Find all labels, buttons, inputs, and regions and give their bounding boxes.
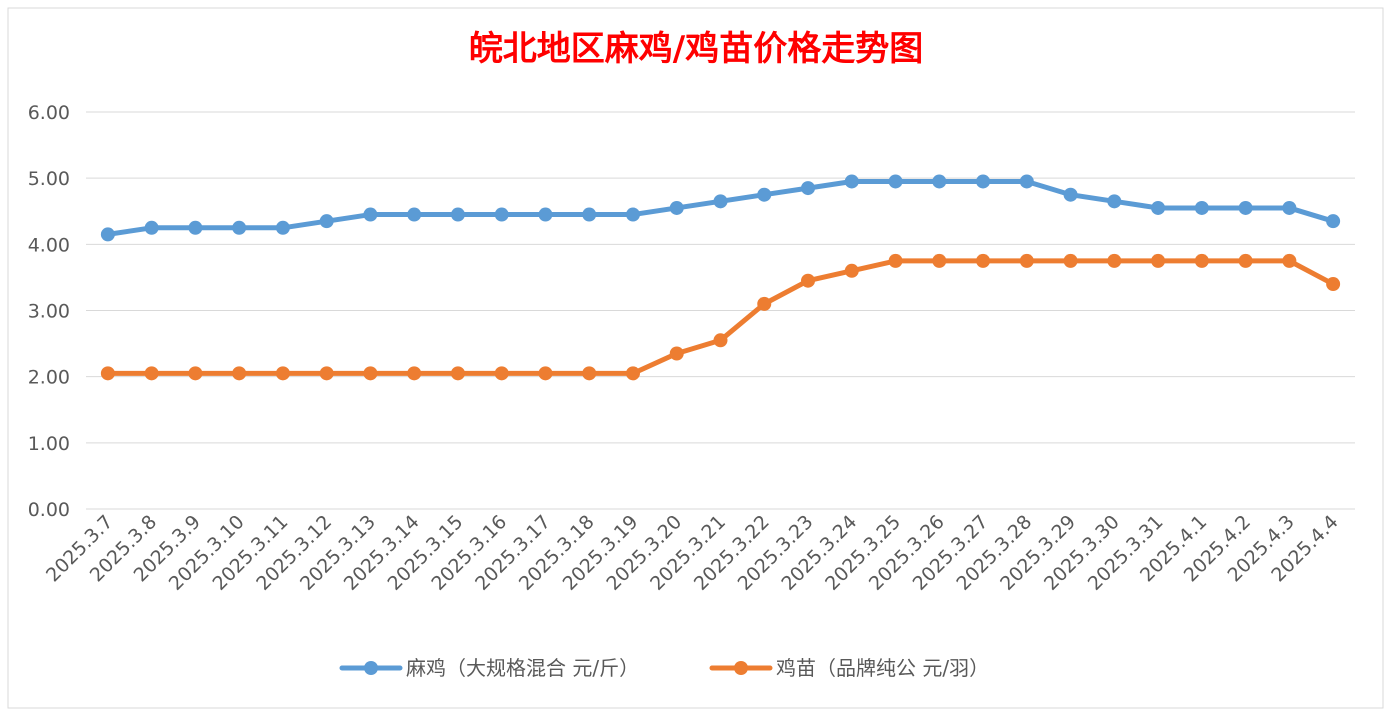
data-point [1019, 253, 1034, 268]
legend: 麻鸡（大规格混合 元/斤） 鸡苗（品牌纯公 元/羽） [339, 656, 989, 680]
data-point [1107, 194, 1122, 209]
data-point [1194, 200, 1209, 215]
y-axis: 0.00 1.00 2.00 3.00 4.00 5.00 6.00 [28, 102, 70, 521]
y-tick-label: 4.00 [28, 234, 70, 256]
data-point [1063, 253, 1078, 268]
data-point [1151, 200, 1166, 215]
y-tick-label: 0.00 [28, 499, 70, 521]
data-point [932, 253, 947, 268]
data-point [1282, 253, 1297, 268]
data-point [713, 333, 728, 348]
data-point [450, 207, 465, 222]
chart-title: 皖北地区麻鸡/鸡苗价格走势图 [469, 29, 923, 69]
series-2 [100, 253, 1341, 381]
data-point [625, 207, 640, 222]
data-point [319, 214, 334, 229]
legend-label: 麻鸡（大规格混合 元/斤） [406, 656, 639, 680]
data-point [407, 366, 422, 381]
data-point [450, 366, 465, 381]
data-point [1019, 174, 1034, 189]
data-point [1107, 253, 1122, 268]
data-point [232, 220, 247, 235]
data-point [669, 346, 684, 361]
data-point [188, 366, 203, 381]
data-point [932, 174, 947, 189]
data-point [275, 220, 290, 235]
data-point [888, 253, 903, 268]
data-point [976, 174, 991, 189]
gridlines [86, 111, 1355, 510]
data-point [232, 366, 247, 381]
y-tick-label: 6.00 [28, 102, 70, 124]
data-point [494, 207, 509, 222]
data-point [1194, 253, 1209, 268]
chart-border [7, 7, 1384, 709]
legend-label: 鸡苗（品牌纯公 元/羽） [776, 656, 989, 680]
data-point [188, 220, 203, 235]
data-point [976, 253, 991, 268]
data-point [757, 187, 772, 202]
data-point [1238, 253, 1253, 268]
y-tick-label: 3.00 [28, 301, 70, 323]
series-lines [100, 174, 1341, 381]
y-tick-label: 5.00 [28, 168, 70, 190]
data-point [625, 366, 640, 381]
legend-item: 鸡苗（品牌纯公 元/羽） [709, 656, 989, 680]
data-point [275, 366, 290, 381]
data-point [582, 207, 597, 222]
y-tick-label: 2.00 [28, 367, 70, 389]
data-point [1151, 253, 1166, 268]
data-point [757, 296, 772, 311]
data-point [1282, 200, 1297, 215]
data-point [100, 366, 115, 381]
data-point [713, 194, 728, 209]
data-point [1326, 214, 1341, 229]
data-point [844, 174, 859, 189]
data-point [801, 181, 816, 196]
data-point [582, 366, 597, 381]
data-point [538, 366, 553, 381]
data-point [888, 174, 903, 189]
y-tick-label: 1.00 [28, 433, 70, 455]
data-point [1063, 187, 1078, 202]
data-point [144, 220, 159, 235]
data-point [100, 227, 115, 242]
data-point [669, 200, 684, 215]
data-point [538, 207, 553, 222]
data-point [844, 263, 859, 278]
legend-marker [364, 661, 378, 675]
data-point [319, 366, 334, 381]
data-point [494, 366, 509, 381]
data-point [1326, 277, 1341, 292]
legend-item: 麻鸡（大规格混合 元/斤） [339, 656, 639, 680]
data-point [363, 207, 378, 222]
series-1 [100, 174, 1341, 242]
data-point [1238, 200, 1253, 215]
data-point [363, 366, 378, 381]
legend-marker [734, 661, 748, 675]
data-point [407, 207, 422, 222]
data-point [801, 273, 816, 288]
data-point [144, 366, 159, 381]
